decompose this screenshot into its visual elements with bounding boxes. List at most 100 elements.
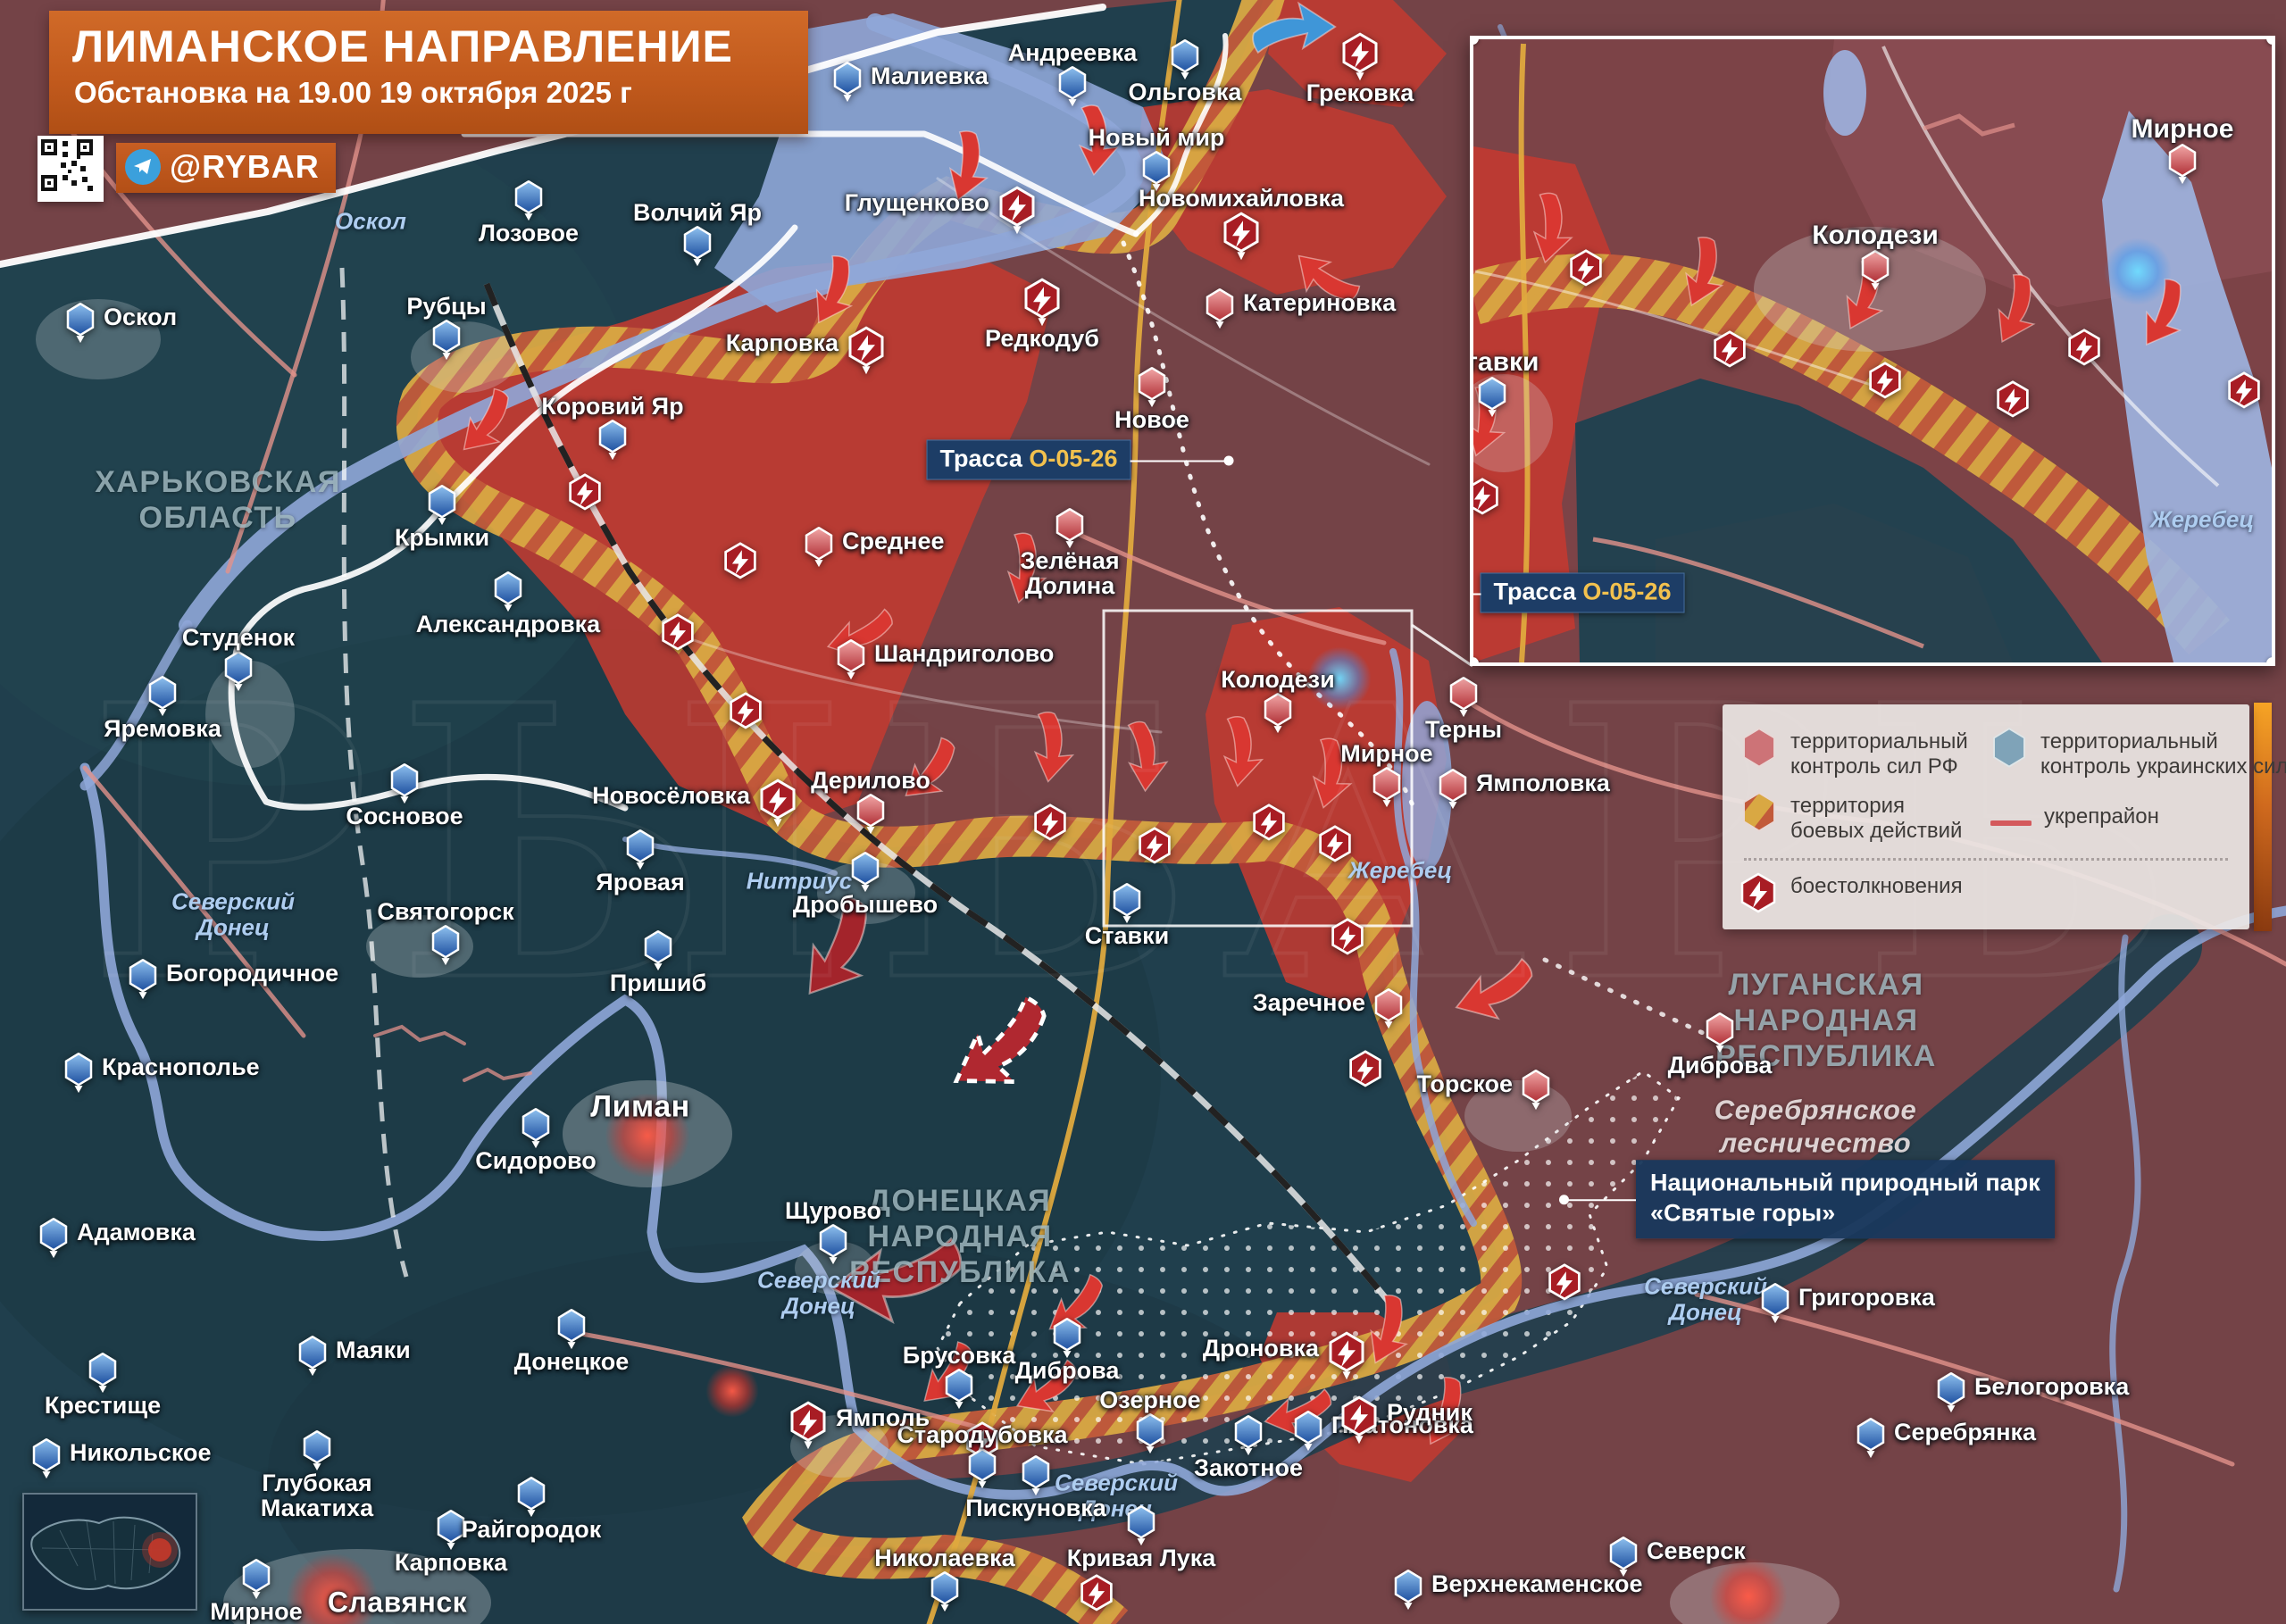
- town-label: Диброва: [1667, 1052, 1773, 1079]
- town-ua: Райгородок: [462, 1477, 601, 1542]
- town-label: Колодези: [1812, 220, 1939, 250]
- ua-town-icon: [1136, 1413, 1164, 1454]
- town-ua: Карповка: [395, 1510, 507, 1575]
- town-ua: Закотное: [1194, 1415, 1303, 1480]
- town-ua: Александровка: [416, 571, 600, 637]
- legend-item-clash: боестолкновения: [1739, 872, 1963, 917]
- road-label: Трасса О-05-26: [926, 439, 1234, 480]
- map-legend: территориальный контроль сил РФ территори…: [1723, 704, 2286, 929]
- town-label: Стародубовка: [897, 1421, 1068, 1449]
- town-ru: Торское: [1417, 1070, 1551, 1112]
- town-label: Андреевка: [1007, 39, 1138, 67]
- town-label: Пискуновка: [965, 1495, 1106, 1522]
- clash-marker: [1995, 380, 2031, 421]
- telegram-badge[interactable]: @RYBAR: [116, 143, 336, 193]
- ua-town-icon: [39, 1218, 68, 1259]
- ua-town-icon: [851, 852, 880, 893]
- inset-handle: [2266, 657, 2272, 662]
- ua-town-icon: [517, 1477, 546, 1518]
- town-label: Ольговка: [1128, 79, 1242, 106]
- town-label: Дроновка: [1202, 1335, 1319, 1362]
- clash-marker: [1712, 330, 1748, 371]
- town-label: Щурово: [785, 1197, 881, 1225]
- town-ua: Николаевка: [874, 1545, 1015, 1613]
- town-label: Святогорск: [377, 898, 514, 926]
- town-label: Коровий Яр: [541, 393, 684, 421]
- ua-town-icon: [1053, 1318, 1081, 1359]
- clash-icon: [1329, 1331, 1364, 1380]
- town-label: Глущенково: [844, 189, 989, 217]
- ua-town-icon: [1058, 66, 1087, 107]
- ua-town-icon: [390, 763, 419, 804]
- town-ru: Заречное: [1253, 988, 1404, 1030]
- town-ru: Катериновка: [1205, 288, 1396, 330]
- town-label: Мирное: [2131, 113, 2234, 144]
- admin-borders: [339, 240, 1715, 1278]
- ru-town-icon: [1522, 1070, 1550, 1111]
- legend-item-rf: территориальный контроль сил РФ: [1740, 728, 1968, 779]
- town-ua: Брусовка: [903, 1343, 1015, 1411]
- river-label: Нитриус: [746, 867, 853, 895]
- town-label: Богородичное: [166, 960, 339, 987]
- legend-label: территория боевых действий: [1790, 794, 1963, 843]
- legend-label: боестолкновения: [1790, 874, 1963, 898]
- town-ua: Андреевка: [1008, 40, 1137, 108]
- town-clash: Глущенково: [845, 186, 1037, 236]
- ru-town-icon: [1374, 988, 1403, 1029]
- channel-name: @RYBAR: [170, 148, 320, 185]
- town-ua: Серебрянка: [1856, 1418, 2036, 1460]
- region-label: Серебрянское лесничество: [1714, 1094, 1917, 1158]
- ua-town-icon: [968, 1448, 997, 1489]
- ua-town-icon: [1022, 1455, 1050, 1496]
- clash-marker: [722, 542, 758, 583]
- clash-marker: [1137, 827, 1172, 868]
- ua-town-icon: [1609, 1537, 1638, 1578]
- town-label: Сосновое: [346, 803, 463, 830]
- ru-town-icon: [856, 794, 885, 835]
- ru-town-icon: [1372, 767, 1401, 808]
- town-ru: Колодези: [1221, 667, 1335, 735]
- town-clash: Карповка: [726, 326, 886, 376]
- road-label-prefix: Трасса: [1493, 578, 1576, 605]
- clash-icon: [1341, 1395, 1377, 1445]
- ua-town-icon: [833, 62, 862, 103]
- town-label: Ямполовка: [1476, 770, 1610, 797]
- town-label: Никольское: [70, 1439, 212, 1467]
- town-label: Малиевка: [871, 62, 989, 90]
- town-label: Серебрянка: [1894, 1419, 2037, 1446]
- town-label: Терны: [1424, 716, 1503, 744]
- ua-town-icon: [644, 930, 672, 971]
- road-label-prefix: Трасса: [939, 445, 1022, 472]
- town-label: Николаевка: [874, 1545, 1015, 1572]
- qr-code[interactable]: [38, 136, 104, 202]
- town-label: Мирное: [210, 1598, 303, 1624]
- inset-source-rect: [1102, 609, 1473, 928]
- leader-line: [1130, 455, 1234, 466]
- town-label: Белогоровка: [1974, 1373, 2130, 1401]
- clash-marker: [1317, 825, 1353, 866]
- ua-town-icon: [514, 180, 543, 221]
- legend-item-ua: территориальный контроль украинских сил: [1990, 728, 2286, 779]
- town-ua: Сидорово: [475, 1108, 597, 1173]
- ua-town-icon: [437, 1510, 465, 1551]
- town-ua: Ставки: [1473, 348, 1539, 419]
- ua-town-icon: [494, 571, 522, 612]
- town-label: Лиман: [590, 1089, 690, 1124]
- leader-line: [1559, 1195, 1636, 1205]
- ua-town-icon: [1294, 1411, 1322, 1452]
- town-label: Брусовка: [902, 1342, 1016, 1370]
- ua-town-icon: [88, 1353, 117, 1394]
- town-label: Рудник: [1387, 1399, 1473, 1427]
- town-label: Колодези: [1221, 666, 1335, 694]
- ua-town-icon: [432, 320, 461, 361]
- clash-icon: [1223, 212, 1259, 261]
- town-ua: Краснополье: [63, 1053, 260, 1095]
- town-label: Маяки: [336, 1337, 411, 1364]
- town-ua: Маяки: [297, 1336, 411, 1378]
- ua-town-icon: [428, 485, 456, 526]
- clash-marker: [660, 613, 696, 654]
- town-label: Ставки: [1084, 922, 1170, 950]
- ua-town-icon: [1127, 1505, 1156, 1546]
- clash-marker: [1330, 918, 1365, 959]
- national-park-label: Национальный природный парк «Святые горы…: [1559, 1160, 2055, 1238]
